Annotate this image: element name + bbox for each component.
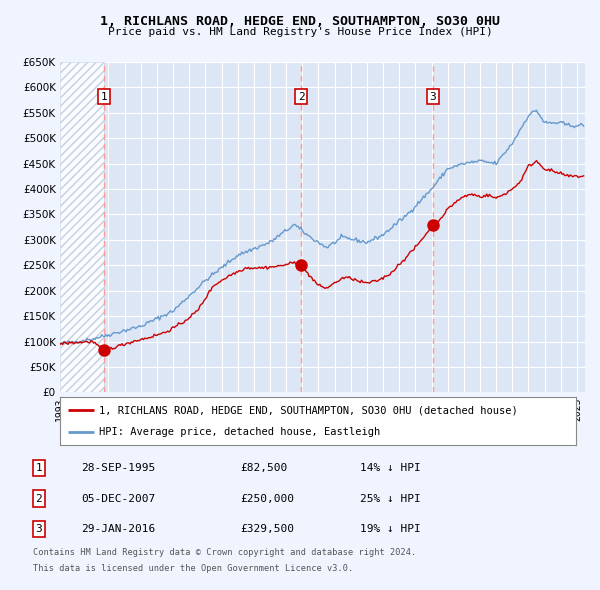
Text: HPI: Average price, detached house, Eastleigh: HPI: Average price, detached house, East… [98,427,380,437]
Text: 29-JAN-2016: 29-JAN-2016 [81,525,155,534]
Text: 2: 2 [35,494,43,503]
Text: 28-SEP-1995: 28-SEP-1995 [81,463,155,473]
Text: This data is licensed under the Open Government Licence v3.0.: This data is licensed under the Open Gov… [33,564,353,573]
Text: 1: 1 [35,463,43,473]
Text: Contains HM Land Registry data © Crown copyright and database right 2024.: Contains HM Land Registry data © Crown c… [33,548,416,556]
Text: 2: 2 [298,91,304,101]
Text: 1, RICHLANS ROAD, HEDGE END, SOUTHAMPTON, SO30 0HU: 1, RICHLANS ROAD, HEDGE END, SOUTHAMPTON… [100,15,500,28]
Text: 3: 3 [430,91,436,101]
Text: 1, RICHLANS ROAD, HEDGE END, SOUTHAMPTON, SO30 0HU (detached house): 1, RICHLANS ROAD, HEDGE END, SOUTHAMPTON… [98,405,517,415]
Text: 1: 1 [101,91,107,101]
Text: 14% ↓ HPI: 14% ↓ HPI [360,463,421,473]
Text: 05-DEC-2007: 05-DEC-2007 [81,494,155,503]
Text: £250,000: £250,000 [240,494,294,503]
Text: £82,500: £82,500 [240,463,287,473]
Text: Price paid vs. HM Land Registry's House Price Index (HPI): Price paid vs. HM Land Registry's House … [107,27,493,37]
Text: 25% ↓ HPI: 25% ↓ HPI [360,494,421,503]
Text: £329,500: £329,500 [240,525,294,534]
Text: 3: 3 [35,525,43,534]
Text: 19% ↓ HPI: 19% ↓ HPI [360,525,421,534]
